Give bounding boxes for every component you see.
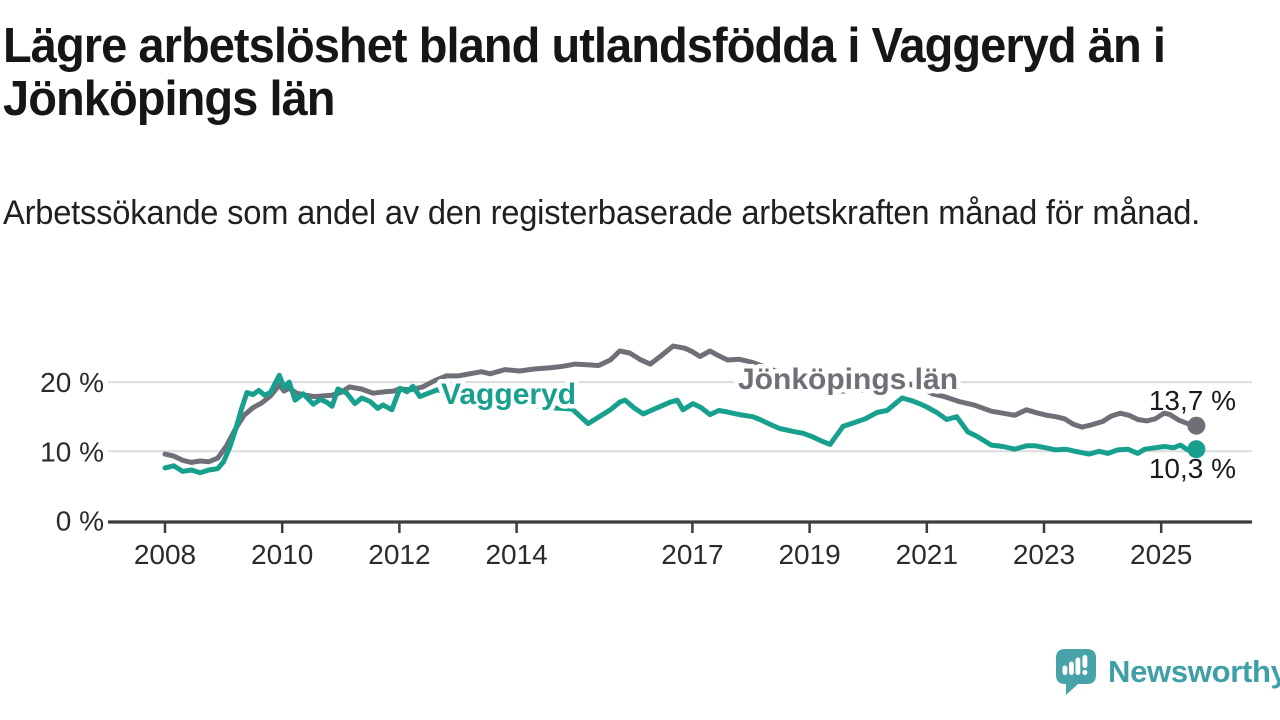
series-end-dot-vaggeryd (1187, 440, 1206, 459)
y-tick-label-0: 0 % (56, 506, 104, 537)
newsworthy-logo-text: Newsworthy (1108, 654, 1280, 689)
chart-subtitle: Arbetssökande som andel av den registerb… (3, 194, 1201, 232)
x-tick-label-2010: 2010 (251, 539, 313, 570)
series-line-vaggeryd (162, 372, 1199, 476)
logo-exclamation-bar (1082, 655, 1088, 668)
x-axis-tick-labels: 2008 2010 2012 2014 2017 2019 2021 2023 2025 (134, 539, 1192, 570)
series-label-vaggeryd: Vaggeryd (441, 378, 576, 411)
y-axis-tick-labels: 0 % 10 % 20 % (40, 367, 104, 536)
end-value-label-vaggeryd: 10,3 % (1149, 453, 1236, 484)
series-inline-labels: Jönköpings län Vaggeryd (437, 359, 963, 416)
x-tick-label-2012: 2012 (368, 539, 430, 570)
newsworthy-logo: Newsworthy (1056, 648, 1280, 696)
x-tick-label-2017: 2017 (661, 539, 723, 570)
logo-bar-medium (1069, 661, 1074, 675)
series-label-jonkopings-lan: Jönköpings län (738, 363, 958, 396)
series-end-dot-jonkopings-lan (1187, 416, 1206, 435)
series-end-markers: 13,7 % 10,3 % (1149, 385, 1236, 484)
logo-bar-large (1075, 657, 1081, 675)
gridlines (108, 381, 1252, 453)
series-lines (162, 343, 1199, 476)
logo-exclamation-dot (1082, 670, 1088, 675)
x-tick-label-2014: 2014 (485, 539, 547, 570)
page-title: Lägre arbetslöshet bland utlandsfödda i … (3, 19, 1166, 126)
newsworthy-logo-icon (1056, 649, 1096, 695)
y-tick-label-10: 10 % (40, 436, 104, 467)
x-tick-label-2021: 2021 (896, 539, 958, 570)
y-tick-label-20: 20 % (40, 367, 104, 398)
x-tick-label-2008: 2008 (134, 539, 196, 570)
x-tick-label-2019: 2019 (778, 539, 840, 570)
logo-bar-small (1062, 665, 1068, 675)
end-value-label-jonkopings-lan: 13,7 % (1149, 385, 1236, 416)
x-axis-ticks (163, 522, 1163, 533)
x-tick-label-2023: 2023 (1013, 539, 1075, 570)
x-tick-label-2025: 2025 (1130, 539, 1192, 570)
